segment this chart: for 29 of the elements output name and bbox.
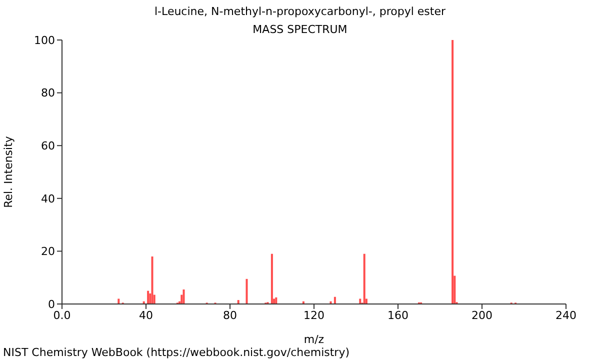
x-tick-label: 160	[388, 308, 408, 322]
text: NIST Chemistry WebBook (https://webbook.nist.gov/chemistry)	[3, 346, 350, 359]
bar	[452, 40, 454, 304]
x-tick-label: 40	[139, 308, 153, 322]
x-tick-label: 80	[223, 308, 237, 322]
chart-title: l-Leucine, N-methyl-n-propoxycarbonyl-, propyl ester	[153, 5, 447, 18]
bar	[147, 290, 150, 304]
x-tick-label: 240	[556, 308, 576, 322]
bar	[363, 254, 366, 304]
bar	[275, 297, 278, 304]
x-tick-label: 200	[472, 308, 492, 322]
chart-subtitle: MASS SPECTRUM	[252, 23, 348, 36]
y-tick-label: 0	[48, 298, 55, 311]
y-tick-label: 40	[41, 192, 55, 206]
y-axis-title: Rel. Intensity	[2, 136, 15, 208]
bar	[151, 256, 154, 304]
bar	[246, 278, 248, 304]
y-tick-label: 60	[41, 140, 55, 153]
x-tick-label: 0.0	[53, 308, 71, 322]
bar	[182, 289, 185, 304]
x-axis-title: m/z	[304, 333, 324, 346]
y-tick-label: 100	[34, 34, 55, 47]
bar	[118, 298, 120, 304]
bar	[270, 254, 273, 304]
y-tick-label: 80	[41, 86, 55, 100]
x-tick-label: 120	[304, 308, 324, 322]
bar	[359, 298, 362, 304]
bar	[334, 296, 336, 304]
y-tick-label: 20	[41, 245, 55, 258]
